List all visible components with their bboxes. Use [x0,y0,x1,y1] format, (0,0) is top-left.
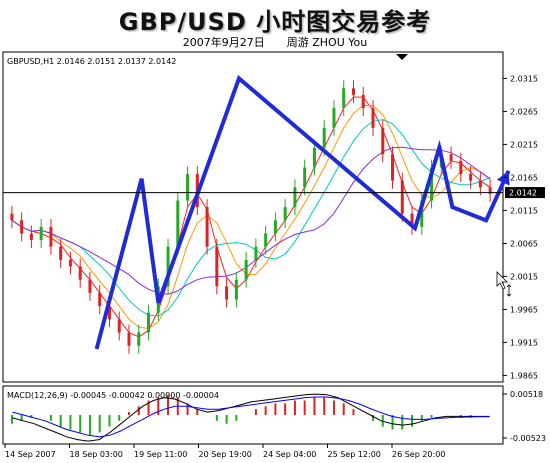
price-tick-label: 2.0315 [510,74,538,83]
candlesticks [10,80,492,354]
candle-body [322,127,326,148]
candle-body [303,167,307,188]
candle-body [478,180,482,188]
time-tick-label: 24 Sep 04:00 [263,450,316,459]
candle-body [332,108,336,128]
candle-body [400,180,404,214]
candle-body [381,127,385,155]
macd-line [12,393,490,442]
candle-body [430,167,434,201]
candle-body [361,94,365,109]
current-price-label: 2.0142 [509,189,537,198]
candle-body [29,233,33,241]
candle-body [449,154,453,161]
time-tick-label: 14 Sep 2007 [5,450,56,459]
price-tick-label: 2.0215 [510,140,538,149]
pattern-zigzag-line [94,75,511,350]
candle-body [410,213,414,227]
page-title: GBP/USD 小时图交易参考 [118,8,432,36]
time-tick-label: 26 Sep 20:00 [392,450,445,459]
candle-body [371,108,375,128]
candle-body [98,292,102,307]
candle-body [39,226,43,241]
price-plot-area [2,51,504,383]
macd-info-label: MACD(12,26,9) -0.00045 -0.00042 0.00000 … [7,391,219,400]
candle-body [166,246,170,287]
candle-body [283,207,287,221]
candle-body [127,332,131,346]
macd-tick-label: -0.00523 [510,434,546,443]
price-info-label: GBPUSD,H1 2.0146 2.0151 2.0137 2.0142 [7,57,176,66]
ma-slow-line [11,119,491,317]
candle-body [186,174,190,201]
macd-panel: MACD(12,26,9) -0.00045 -0.00042 0.00000 … [2,385,546,445]
macd-signal-line [12,396,490,438]
ma-slowest-line [11,146,491,295]
candle-body [254,246,258,260]
candle-body [469,174,473,181]
macd-histogram [10,394,472,436]
current-price-box [505,187,545,199]
price-tick-label: 2.0265 [510,107,538,116]
pattern-arrowhead [496,170,510,186]
candle-body [88,279,92,293]
candle-body [225,286,229,300]
macd-axis: 0.00518 -0.00523 [503,390,546,443]
price-tick-label: 1.9865 [510,371,538,380]
candle-body [147,312,151,333]
candle-body [205,207,209,247]
candle-body [391,154,395,181]
mouse-cursor-icon [496,271,512,297]
candle-body [117,319,121,333]
ma-fast-line [11,96,491,338]
candle-body [68,259,72,267]
candle-body [459,160,463,175]
time-tick-label: 18 Sep 03:00 [70,450,123,459]
price-panel: GBPUSD,H1 2.0146 2.0151 2.0137 2.0142 2.… [2,51,545,383]
candle-body [10,213,14,221]
time-tick-label: 19 Sep 11:00 [134,450,187,459]
candle-body [59,246,63,260]
macd-tick-label: 0.00518 [510,390,543,399]
candle-body [20,220,24,234]
scroll-marker-icon [396,54,408,60]
time-tick-label: 20 Sep 19:00 [199,450,252,459]
candle-body [264,233,268,247]
pattern-overlay [94,75,511,350]
price-tick-label: 2.0015 [510,272,538,281]
price-tick-label: 2.0065 [510,239,538,248]
candle-body [176,200,180,247]
candle-body [137,332,141,346]
price-tick-label: 1.9965 [510,305,538,314]
candle-body [273,220,277,234]
candle-body [234,279,238,300]
time-tick-label: 25 Sep 12:00 [328,450,381,459]
price-tick-label: 1.9915 [510,338,538,347]
candle-body [49,226,53,247]
candle-body [244,259,248,280]
macd-lines [12,393,490,442]
candle-body [312,147,316,168]
candle-body [293,187,297,208]
moving-average-lines [11,96,491,338]
ma-mid-line [11,105,491,330]
candle-body [420,200,424,227]
price-axis: 2.0315 2.0265 2.0215 2.0165 2.0115 2.0065 2.00… [503,74,538,380]
candle-body [215,246,219,287]
candle-body [488,187,492,194]
page-subtitle: 2007年9月27日 周游 ZHOU You [182,36,368,49]
candle-body [78,266,82,280]
time-axis: 14 Sep 2007 18 Sep 03:00 19 Sep 11:00 20 Se… [4,444,445,459]
candle-body [342,88,346,109]
candle-body [351,88,355,95]
price-tick-label: 2.0165 [510,173,538,182]
price-tick-label: 2.0115 [510,206,538,215]
candle-body [107,306,111,320]
